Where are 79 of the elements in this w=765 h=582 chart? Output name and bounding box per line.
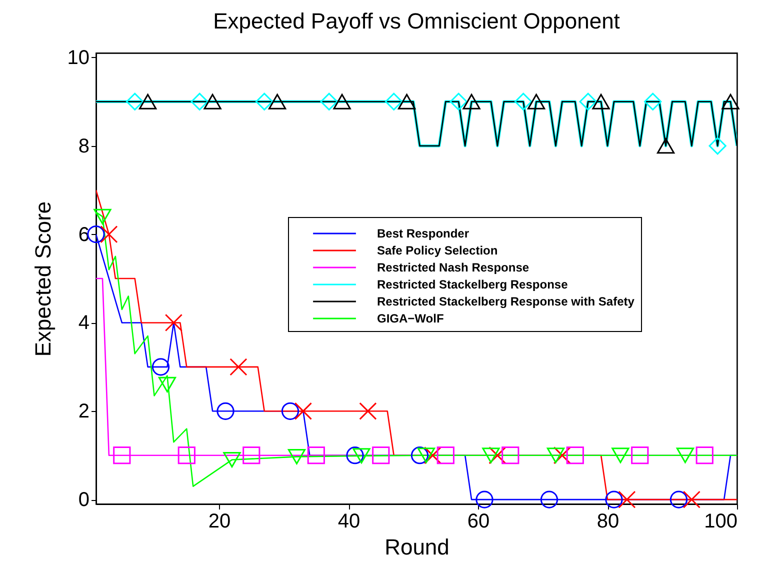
- x-axis-title: Round: [384, 534, 450, 560]
- point: [398, 94, 416, 110]
- point: [696, 446, 714, 464]
- point: [656, 138, 675, 154]
- y-tick-label: 10: [67, 46, 90, 69]
- point: [333, 94, 351, 110]
- x-tick-label: 20: [208, 510, 231, 532]
- y-axis-title: Expected Score: [30, 201, 56, 357]
- legend-label: GIGA−WolF: [377, 312, 444, 326]
- point: [502, 446, 520, 464]
- point: [190, 92, 208, 110]
- y-tick-label: 8: [78, 135, 90, 158]
- x-tick-label: 80: [596, 510, 620, 532]
- point: [482, 448, 500, 464]
- point: [436, 446, 454, 464]
- point: [307, 446, 325, 464]
- point: [204, 94, 222, 110]
- x-tick-label: 100: [704, 510, 738, 532]
- point: [385, 92, 403, 110]
- point: [138, 94, 157, 110]
- point: [631, 446, 649, 464]
- point: [178, 446, 196, 464]
- chart-title: Expected Payoff vs Omniscient Opponent: [213, 8, 620, 34]
- point: [230, 358, 248, 376]
- point: [346, 446, 364, 464]
- point: [100, 225, 118, 244]
- point: [540, 490, 558, 508]
- point: [288, 448, 306, 464]
- x-tick-label: 60: [467, 510, 490, 532]
- point: [644, 92, 662, 110]
- point: [372, 446, 390, 464]
- x-tick-label: 40: [338, 510, 360, 532]
- point: [417, 448, 436, 464]
- point: [164, 314, 183, 332]
- point: [410, 446, 429, 464]
- point: [152, 358, 170, 376]
- point: [462, 94, 480, 110]
- y-tick-label: 4: [78, 312, 90, 334]
- point: [223, 452, 241, 468]
- point: [87, 225, 105, 244]
- point: [670, 490, 688, 508]
- point: [488, 446, 506, 464]
- point: [113, 446, 131, 464]
- legend-label: Restricted Nash Response: [377, 260, 530, 274]
- point: [242, 446, 260, 464]
- point: [566, 446, 584, 464]
- point: [546, 448, 565, 464]
- point: [592, 94, 610, 110]
- point: [294, 402, 312, 420]
- point: [514, 92, 532, 110]
- point: [722, 94, 740, 110]
- point: [352, 448, 370, 464]
- point: [618, 490, 636, 508]
- point: [476, 490, 494, 508]
- y-tick-label: 0: [78, 489, 90, 512]
- point: [682, 490, 700, 508]
- legend-label: Restricted Stackelberg Response with Safety: [377, 294, 635, 308]
- point: [256, 92, 274, 110]
- point: [216, 402, 234, 420]
- point: [158, 376, 176, 392]
- point: [605, 490, 623, 508]
- point: [450, 92, 468, 110]
- point: [527, 94, 546, 110]
- legend-label: Best Responder: [377, 226, 470, 240]
- point: [708, 137, 726, 155]
- point: [359, 402, 377, 420]
- point: [320, 92, 338, 110]
- legend-label: Restricted Stackelberg Response: [377, 278, 568, 292]
- point: [424, 446, 442, 464]
- point: [268, 94, 286, 110]
- point: [126, 92, 144, 110]
- point: [676, 448, 694, 464]
- point: [281, 402, 300, 420]
- point: [612, 448, 630, 464]
- point: [579, 92, 597, 110]
- y-tick-label: 2: [78, 400, 90, 423]
- legend-label: Safe Policy Selection: [377, 244, 498, 258]
- point: [553, 446, 571, 464]
- point: [94, 208, 112, 224]
